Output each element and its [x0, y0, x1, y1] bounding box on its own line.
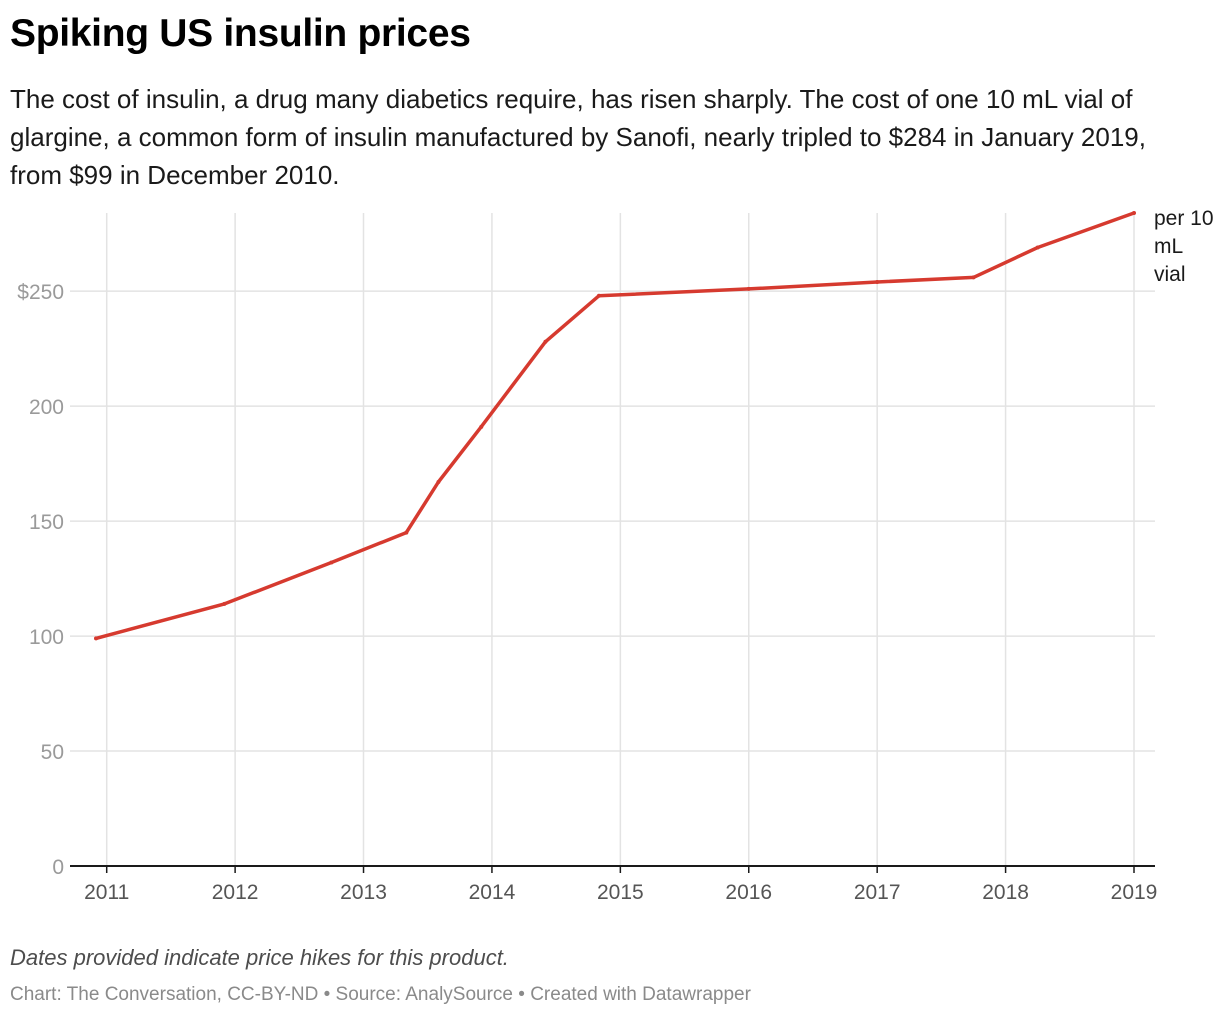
- x-tick-label: 2018: [982, 881, 1029, 904]
- y-tick-label: 50: [41, 741, 64, 764]
- x-tick-label: 2014: [469, 881, 516, 904]
- x-tick-label: 2013: [340, 881, 387, 904]
- price-point: [329, 560, 334, 565]
- chart-credits: Chart: The Conversation, CC-BY-ND • Sour…: [10, 984, 751, 1005]
- chart-title: Spiking US insulin prices: [10, 12, 471, 55]
- price-point: [746, 286, 751, 291]
- chart-subtitle: The cost of insulin, a drug many diabeti…: [10, 84, 1146, 190]
- price-point: [222, 601, 227, 606]
- x-tick-label: 2015: [597, 881, 644, 904]
- x-tick-label: 2017: [854, 881, 901, 904]
- y-tick-label: 100: [29, 626, 64, 649]
- x-tick-label: 2019: [1111, 881, 1158, 904]
- chart-note: Dates provided indicate price hikes for …: [10, 945, 509, 970]
- y-tick-label: $250: [17, 281, 64, 304]
- y-tick-label: 0: [52, 856, 64, 879]
- price-point: [94, 636, 98, 641]
- y-tick-label: 150: [29, 511, 64, 534]
- price-point: [404, 530, 409, 535]
- y-tick-label: 200: [29, 396, 64, 419]
- x-tick-label: 2016: [725, 881, 772, 904]
- price-point: [596, 293, 601, 298]
- price-point: [1132, 211, 1136, 215]
- x-tick-label: 2012: [212, 881, 259, 904]
- price-point: [479, 424, 484, 429]
- price-line: [94, 211, 1136, 641]
- price-point: [543, 339, 548, 344]
- price-point: [875, 279, 880, 284]
- series-unit-label: per 10 mL vial: [1154, 207, 1214, 286]
- price-point: [436, 480, 441, 485]
- x-tick-label: 2011: [84, 881, 129, 904]
- price-point: [971, 275, 976, 280]
- price-point: [1035, 245, 1040, 250]
